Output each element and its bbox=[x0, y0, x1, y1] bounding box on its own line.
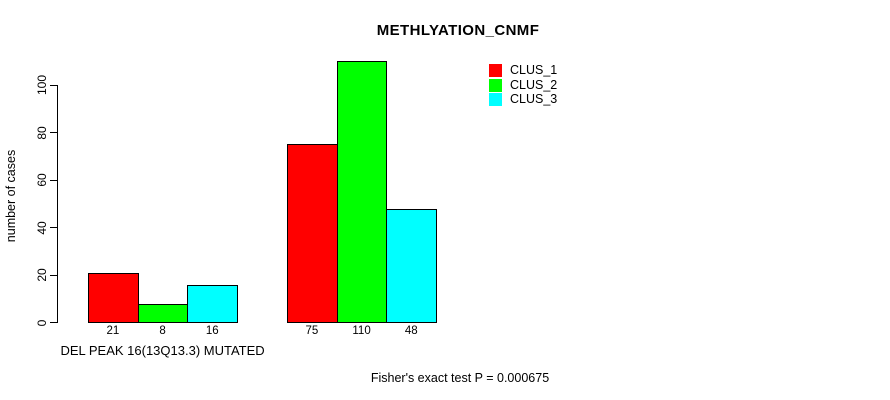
legend: CLUS_1 CLUS_2 CLUS_3 bbox=[489, 64, 557, 108]
y-tick-mark bbox=[50, 227, 57, 228]
chart-title: METHLYATION_CNMF bbox=[376, 22, 540, 39]
legend-label-clus_1: CLUS_1 bbox=[510, 63, 558, 77]
y-tick-label: 20 bbox=[35, 268, 49, 282]
legend-label-clus_2: CLUS_2 bbox=[510, 77, 558, 92]
y-tick-mark bbox=[50, 132, 57, 133]
bar-clus_2-group1 bbox=[137, 303, 189, 323]
y-tick-label: 0 bbox=[35, 319, 49, 326]
y-tick-label: 80 bbox=[35, 125, 49, 140]
bar-value-label: 75 bbox=[305, 325, 319, 337]
legend-row-clus_3: CLUS_3 bbox=[489, 92, 558, 107]
y-axis-label: number of cases bbox=[4, 149, 18, 243]
y-tick-label: 100 bbox=[35, 74, 49, 96]
fisher-test-note: Fisher's exact test P = 0.000675 bbox=[370, 371, 550, 385]
y-tick-label: 60 bbox=[35, 173, 49, 187]
y-tick-mark bbox=[50, 84, 57, 86]
y-tick-mark bbox=[50, 274, 57, 276]
y-tick-label: 40 bbox=[35, 220, 49, 235]
legend-row-clus_1: CLUS_1 bbox=[489, 64, 557, 77]
bar-value-label: 16 bbox=[205, 325, 219, 337]
y-tick-mark bbox=[50, 179, 57, 181]
bar-value-label: 8 bbox=[159, 325, 166, 337]
bar-value-label: 21 bbox=[106, 325, 120, 337]
y-tick-mark bbox=[50, 322, 57, 323]
legend-swatch-clus_1 bbox=[489, 64, 502, 77]
bar-value-label: 48 bbox=[404, 325, 418, 337]
legend-swatch-clus_2 bbox=[489, 78, 502, 92]
bar-clus_1-group1 bbox=[88, 272, 139, 323]
x-category-label: DEL PEAK 16(13Q13.3) MUTATED bbox=[60, 343, 265, 358]
bar-clus_3-group1 bbox=[187, 284, 239, 323]
bar-clus_2-group2 bbox=[336, 61, 388, 323]
bar-clus_1-group2 bbox=[287, 144, 338, 323]
bar-value-label: 110 bbox=[352, 325, 371, 337]
bar-clus_3-group2 bbox=[386, 208, 438, 323]
y-axis-line bbox=[57, 85, 58, 323]
legend-row-clus_2: CLUS_2 bbox=[489, 77, 558, 92]
legend-label-clus_3: CLUS_3 bbox=[510, 92, 558, 107]
legend-swatch-clus_3 bbox=[489, 93, 502, 107]
